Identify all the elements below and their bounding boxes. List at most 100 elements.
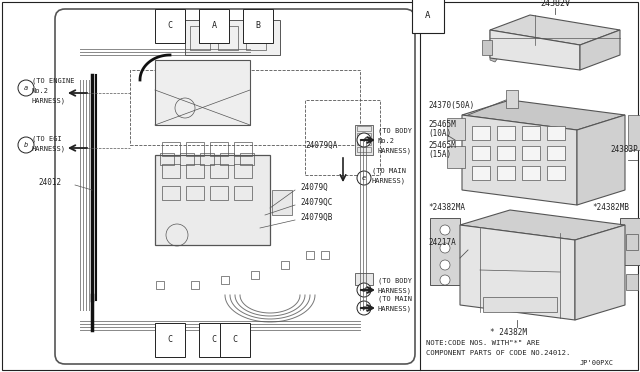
Polygon shape [620,218,640,265]
Text: 24370(50A): 24370(50A) [428,101,474,110]
Text: * 24382M: * 24382M [490,328,527,337]
Text: HARNESS): HARNESS) [32,145,66,151]
Bar [281,261,289,269]
Circle shape [357,171,371,185]
Bar [186,186,204,200]
Circle shape [357,301,371,315]
Bar [162,186,180,200]
Bar [160,153,174,165]
Bar [210,186,228,200]
Bar [306,251,314,259]
Text: 24079QB: 24079QB [300,213,332,222]
Text: A: A [426,10,431,19]
Text: HARNESS): HARNESS) [378,306,412,312]
Bar [357,147,371,152]
Bar [547,166,565,180]
Text: b: b [24,142,28,148]
Circle shape [18,137,34,153]
Bar [251,271,259,279]
Text: 25465M: 25465M [428,120,456,129]
Text: (TO EGI: (TO EGI [32,135,61,141]
Bar [472,146,490,160]
Text: C: C [232,336,237,344]
Bar [357,140,371,145]
Bar [191,281,199,289]
Text: A: A [211,22,216,31]
Polygon shape [577,115,625,205]
Bar [355,125,373,155]
Bar [321,251,329,259]
Bar [522,146,540,160]
Text: (TO BODY: (TO BODY [378,128,412,135]
Bar [210,142,228,156]
Bar [162,142,180,156]
Text: (TO MAIN: (TO MAIN [378,296,412,302]
Text: JP'00PXC: JP'00PXC [580,360,614,366]
Text: No.2: No.2 [378,138,395,144]
Text: c: c [362,305,366,311]
Circle shape [357,133,371,147]
Text: 24382V: 24382V [540,0,570,8]
Circle shape [440,225,450,235]
Text: *24382MA: *24382MA [428,203,465,212]
Bar [130,70,360,145]
Bar [506,90,518,108]
Bar [522,126,540,140]
Text: d: d [362,287,366,293]
Bar [200,153,214,165]
Bar [447,146,465,168]
Bar [180,153,194,165]
Bar [497,166,515,180]
Circle shape [440,243,450,253]
Text: HARNESS): HARNESS) [378,148,412,154]
Circle shape [357,283,371,297]
Polygon shape [462,100,625,130]
Text: 24079QC: 24079QC [300,198,332,207]
Circle shape [18,80,34,96]
Bar [355,273,373,285]
Bar [240,153,254,165]
Text: 24217A: 24217A [428,238,456,247]
Text: 24079Q: 24079Q [300,183,328,192]
Text: (TO ENGINE: (TO ENGINE [32,78,74,84]
Text: 24079QA: 24079QA [305,141,337,150]
Bar [497,146,515,160]
Bar [628,115,640,150]
Text: NOTE:CODE NOS. WITH"*" ARE: NOTE:CODE NOS. WITH"*" ARE [426,340,540,346]
Text: (10A): (10A) [428,129,451,138]
Bar [497,126,515,140]
Text: B: B [255,22,260,31]
Polygon shape [490,30,580,70]
Text: (TO MAIN: (TO MAIN [372,167,406,173]
Bar [547,146,565,160]
Bar [185,20,280,55]
Bar [482,40,492,55]
Polygon shape [460,225,575,320]
Text: HARNESS): HARNESS) [378,288,412,295]
Polygon shape [490,15,620,45]
Bar [246,26,266,50]
Text: No.2: No.2 [32,88,49,94]
Bar [234,186,252,200]
Text: 24383P: 24383P [610,145,637,154]
Text: HARNESS): HARNESS) [372,177,406,183]
Bar [220,153,234,165]
Bar [155,60,250,125]
Text: 25465M: 25465M [428,141,456,150]
Bar [221,276,229,284]
Text: e: e [362,175,366,181]
Bar [357,126,371,131]
Polygon shape [580,30,620,70]
Text: f: f [362,137,366,143]
Bar [626,274,638,290]
Text: 24012: 24012 [38,178,61,187]
Polygon shape [490,30,500,62]
Bar [472,166,490,180]
Bar [234,142,252,156]
Text: C: C [168,336,173,344]
Text: a: a [24,85,28,91]
Bar [210,164,228,178]
Bar [186,164,204,178]
Bar [305,100,380,175]
Polygon shape [575,225,625,320]
